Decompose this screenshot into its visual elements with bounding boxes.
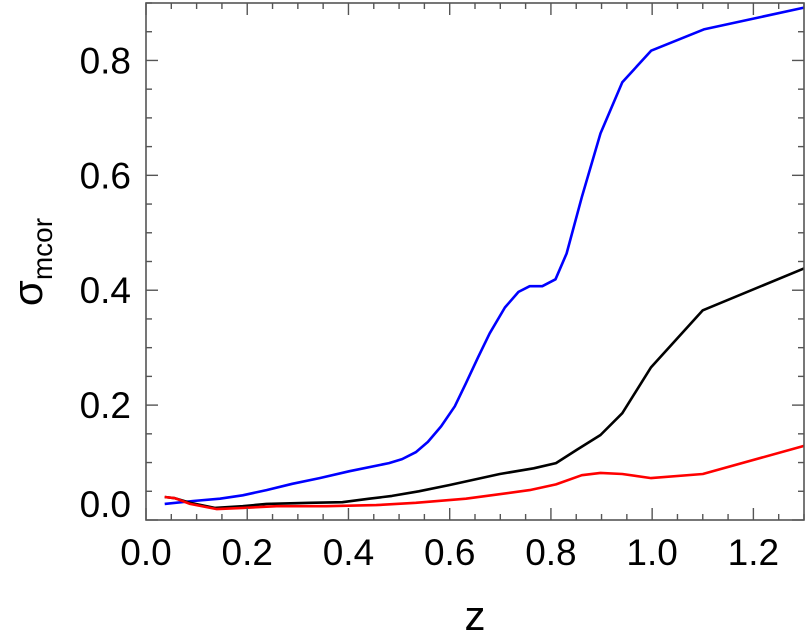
- x-tick-label: 0.6: [424, 532, 475, 573]
- series-line-0: [164, 6, 805, 506]
- y-axis-title: σmcor: [4, 218, 58, 306]
- y-tick-label: 0.6: [80, 155, 131, 196]
- plot-frame: [145, 2, 805, 521]
- axes: [145, 2, 805, 521]
- series-line-2: [164, 444, 805, 511]
- x-tick-label: 0.0: [120, 532, 171, 573]
- x-tick-label: 0.2: [222, 532, 273, 573]
- y-axis-title-symbol: σ: [4, 280, 51, 306]
- x-tick-label: 0.8: [525, 532, 576, 573]
- series-layer: [164, 6, 805, 511]
- x-axis-title: z: [465, 592, 486, 636]
- series-line-1: [164, 267, 805, 510]
- y-tick-label: 0.0: [80, 484, 131, 525]
- y-axis-title-subscript: mcor: [27, 218, 58, 280]
- y-tick-label: 0.2: [80, 385, 131, 426]
- y-tick-label: 0.4: [80, 270, 131, 311]
- x-tick-label: 1.0: [626, 532, 677, 573]
- y-tick-label: 0.8: [80, 40, 131, 81]
- tick-labels: 0.0 0.2 0.4 0.6 0.8 1.0 1.2 0.0 0.2 0.4 0.6 0.8: [80, 40, 780, 573]
- x-tick-label: 0.4: [323, 532, 374, 573]
- x-tick-label: 1.2: [728, 532, 779, 573]
